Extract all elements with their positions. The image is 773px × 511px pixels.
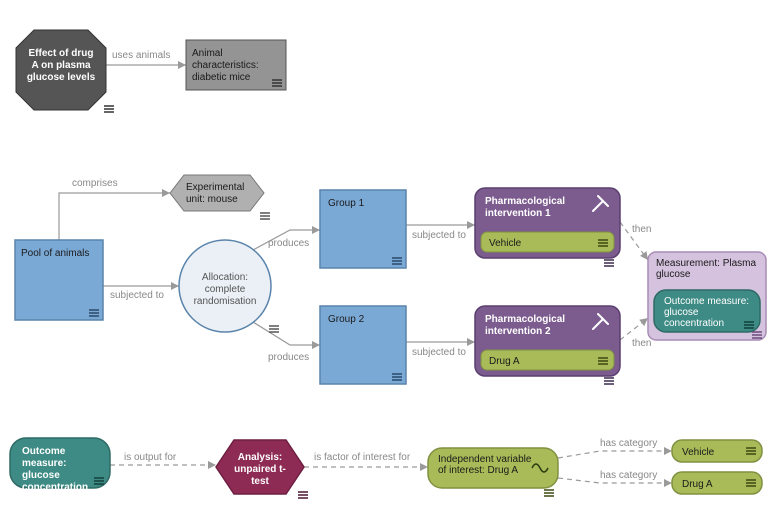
svg-text:Analysis:: Analysis: bbox=[238, 452, 282, 463]
svg-text:Vehicle: Vehicle bbox=[682, 447, 715, 458]
svg-text:concentration: concentration bbox=[22, 482, 88, 493]
svg-text:A on plasma: A on plasma bbox=[31, 60, 91, 71]
svg-text:uses animals: uses animals bbox=[112, 50, 170, 61]
svg-text:comprises: comprises bbox=[72, 178, 118, 189]
svg-text:Group 2: Group 2 bbox=[328, 314, 365, 325]
svg-text:unpaired t-: unpaired t- bbox=[234, 464, 286, 475]
svg-text:Drug A: Drug A bbox=[682, 479, 713, 490]
svg-text:Animal: Animal bbox=[192, 48, 223, 59]
svg-text:is output for: is output for bbox=[124, 452, 177, 463]
svg-text:intervention 1: intervention 1 bbox=[485, 208, 551, 219]
svg-text:randomisation: randomisation bbox=[194, 296, 257, 307]
svg-text:glucose levels: glucose levels bbox=[27, 72, 96, 83]
svg-text:glucose: glucose bbox=[664, 307, 699, 318]
svg-text:Independent variable: Independent variable bbox=[438, 454, 532, 465]
svg-text:glucose: glucose bbox=[656, 269, 691, 280]
svg-text:unit: mouse: unit: mouse bbox=[186, 194, 238, 205]
svg-text:Pharmacological: Pharmacological bbox=[485, 314, 565, 325]
svg-text:Group 1: Group 1 bbox=[328, 198, 365, 209]
svg-text:subjected to: subjected to bbox=[412, 347, 466, 358]
svg-text:Outcome measure:: Outcome measure: bbox=[664, 296, 749, 307]
svg-text:of interest: Drug A: of interest: Drug A bbox=[438, 465, 518, 476]
svg-text:then: then bbox=[632, 338, 651, 349]
svg-text:is factor of interest for: is factor of interest for bbox=[314, 452, 411, 463]
svg-text:characteristics:: characteristics: bbox=[192, 60, 259, 71]
svg-text:intervention 2: intervention 2 bbox=[485, 326, 551, 337]
svg-text:Pool of animals: Pool of animals bbox=[21, 248, 89, 259]
svg-text:produces: produces bbox=[268, 238, 309, 249]
svg-text:measure:: measure: bbox=[22, 458, 66, 469]
svg-text:glucose: glucose bbox=[22, 470, 60, 481]
svg-text:Pharmacological: Pharmacological bbox=[485, 196, 565, 207]
svg-text:has category: has category bbox=[600, 438, 657, 449]
svg-text:Drug A: Drug A bbox=[489, 356, 520, 367]
svg-text:diabetic mice: diabetic mice bbox=[192, 72, 251, 83]
svg-text:Allocation:: Allocation: bbox=[202, 272, 248, 283]
svg-text:Vehicle: Vehicle bbox=[489, 238, 522, 249]
svg-text:Outcome: Outcome bbox=[22, 446, 66, 457]
svg-text:produces: produces bbox=[268, 352, 309, 363]
svg-text:then: then bbox=[632, 224, 651, 235]
svg-text:subjected to: subjected to bbox=[110, 290, 164, 301]
svg-text:has category: has category bbox=[600, 470, 657, 481]
svg-text:Effect of drug: Effect of drug bbox=[29, 48, 94, 59]
svg-text:Experimental: Experimental bbox=[186, 182, 244, 193]
svg-text:subjected to: subjected to bbox=[412, 230, 466, 241]
svg-text:concentration: concentration bbox=[664, 318, 724, 329]
svg-text:Measurement: Plasma: Measurement: Plasma bbox=[656, 258, 756, 269]
svg-text:complete: complete bbox=[205, 284, 246, 295]
svg-text:test: test bbox=[251, 476, 269, 487]
